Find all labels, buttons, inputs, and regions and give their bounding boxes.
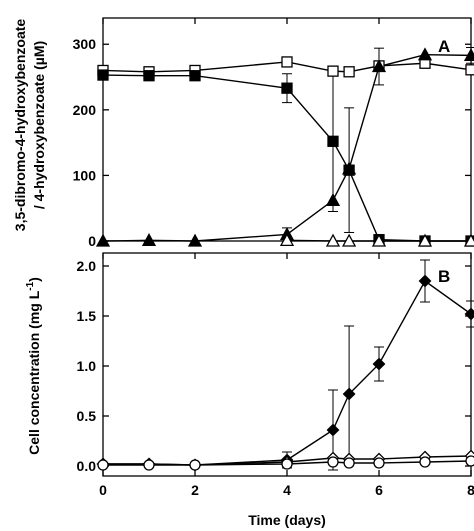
panel-b-ytick-label: 1.0 [77,358,97,374]
panel-a-series-4-point [325,233,341,247]
panel-b-series-3-point [143,459,155,471]
panel-a-series-2-point [143,70,155,82]
panel-b-chart: B Cell concentration (mg L-1) Time (days… [25,252,474,528]
panel-a-series-4-line [286,239,471,242]
panel-a-ytick-label: 0 [88,233,96,249]
panel-b-letter: B [438,267,450,286]
panel-b-ytick-label: 0.0 [77,458,97,474]
panel-a-series-2-point [97,69,109,81]
panel-a-series-2-point [327,135,339,147]
panel-a-series-3-point [342,161,357,175]
panel-b-ylabel-superscript: -1 [25,281,36,290]
panel-b-ylabel: Cell concentration (mg L-1) [25,277,42,455]
panel-b-series-1-line [103,279,472,466]
panel-a-ylabel-line-1: 3,5-dibromo-4-hydroxybenzoate [12,19,28,232]
panel-b-series-1-point [372,357,386,371]
panel-a-series-1-point [281,56,293,68]
panel-a-letter: A [438,37,450,56]
panel-b-series-3-point [343,457,355,469]
panel-a-ytick-label: 300 [73,36,97,52]
panel-a-ytick-label: 200 [73,102,97,118]
panel-a-series-2-point [281,82,293,94]
panel-b-series-3-point [97,459,109,471]
panel-b-frame [102,252,472,477]
panel-a-series-3-point [417,47,433,61]
panel-a-frame [102,17,472,242]
panel-b-ytick-label: 1.5 [77,308,97,324]
panel-a-series-3-point [141,232,157,246]
panel-b-xtick-label: 0 [99,482,107,498]
panel-a-series-4-point [371,233,387,247]
panel-b-series-lines [103,279,472,466]
panel-a-series-3-point [325,192,341,206]
panel-a-chart: A 3,5-dibromo-4-hydroxybenzoate / 4-hydr… [12,17,474,249]
panel-b-xtick-label: 4 [283,482,291,498]
panel-a-error-bars [282,47,474,242]
panel-b-xlabel: Time (days) [248,512,326,528]
panel-b-ylabel-close: ) [26,277,42,282]
panel-a-series-1-point [327,65,339,77]
panel-b-ylabel-main: Cell concentration (mg L [26,290,42,455]
panel-a-ylabel-line-2: / 4-hydroxybenzoate (µM) [31,41,47,209]
panel-a-series-1-point [343,66,355,78]
panel-a-series-4-point [279,232,295,246]
panel-a-series-3-point [187,233,203,247]
panel-a-series-3-point [371,59,387,73]
panel-b-markers [96,274,474,472]
panel-b-series-3-point [281,458,293,470]
panel-a-axis-ticks: 0 100 200 300 [73,18,472,249]
panel-a-ytick-label: 100 [73,167,97,183]
panel-b-ytick-label: 2.0 [77,258,97,274]
panel-b-xtick-label: 8 [467,482,474,498]
panel-b-series-1-point [418,274,432,288]
panel-b-series-1-point [464,307,474,321]
panel-a-series-3-point [95,233,111,247]
panel-a-series-4-point [463,233,474,247]
panel-b-xtick-label: 2 [191,482,199,498]
panel-a-series-3-point [463,48,474,62]
panel-b-series-3-point [419,456,431,468]
panel-b-series-3-point [189,459,201,471]
panel-b-series-3-point [373,457,385,469]
panel-a-markers [95,47,474,247]
panel-b-xtick-label: 6 [375,482,383,498]
panel-b-series-1-point [342,387,356,401]
panel-a-series-4-point [342,233,357,247]
panel-a-series-2-point [189,70,201,82]
panel-b-series-1-point [326,423,340,437]
panel-a-series-1-point [465,64,474,76]
panel-a-series-4-point [417,233,433,247]
panel-b-ytick-label: 0.5 [77,408,97,424]
panel-b-series-3-point [327,456,339,468]
panel-b-series-3-point [465,455,474,467]
panel-b-axis-ticks: 0 2 4 6 8 0.0 0.5 1.0 1.5 2.0 [77,253,474,498]
